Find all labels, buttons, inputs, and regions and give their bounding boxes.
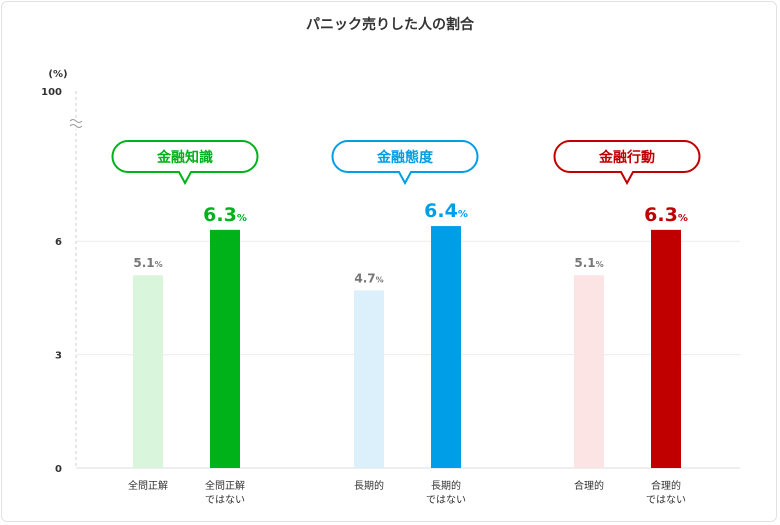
axis-break-icon bbox=[69, 119, 83, 128]
y-axis-unit: (%) bbox=[48, 69, 67, 80]
y-tick-label: 0 bbox=[55, 464, 62, 475]
group-label: 金融知識 bbox=[156, 149, 213, 166]
data-label: 6.3% bbox=[203, 204, 247, 226]
x-tick-label: 全問正解 bbox=[128, 479, 168, 492]
group-label-bubble bbox=[111, 140, 259, 186]
axis-break-gap bbox=[69, 119, 83, 129]
x-tick-label: 合理的 bbox=[651, 479, 681, 492]
group-label: 金融行動 bbox=[598, 149, 655, 166]
x-tick-label: ではない bbox=[646, 494, 686, 506]
bar bbox=[210, 229, 240, 468]
group-label: 金融態度 bbox=[376, 149, 434, 166]
y-tick-label: 3 bbox=[55, 351, 62, 362]
bar bbox=[651, 229, 681, 468]
y-tick-label: 6 bbox=[55, 237, 62, 248]
x-tick-label: 長期的 bbox=[431, 479, 461, 492]
x-tick-label: 長期的 bbox=[354, 479, 384, 492]
bar bbox=[133, 275, 163, 468]
x-tick-label: ではない bbox=[426, 494, 466, 506]
x-tick-label: ではない bbox=[205, 494, 245, 506]
x-tick-label: 合理的 bbox=[574, 479, 604, 492]
group-label-bubble bbox=[553, 140, 701, 186]
data-label: 6.3% bbox=[644, 204, 688, 226]
bar bbox=[574, 275, 604, 468]
bar bbox=[354, 290, 384, 468]
chart-title: パニック売りした人の割合 bbox=[306, 16, 475, 33]
bar bbox=[431, 226, 461, 468]
data-label: 4.7% bbox=[354, 271, 383, 285]
data-label: 6.4% bbox=[424, 200, 468, 222]
x-tick-label: 全問正解 bbox=[205, 479, 245, 492]
data-label: 5.1% bbox=[133, 256, 162, 270]
data-label: 5.1% bbox=[574, 256, 603, 270]
group-label-bubble bbox=[331, 140, 479, 186]
y-tick-label: 100 bbox=[41, 87, 62, 98]
